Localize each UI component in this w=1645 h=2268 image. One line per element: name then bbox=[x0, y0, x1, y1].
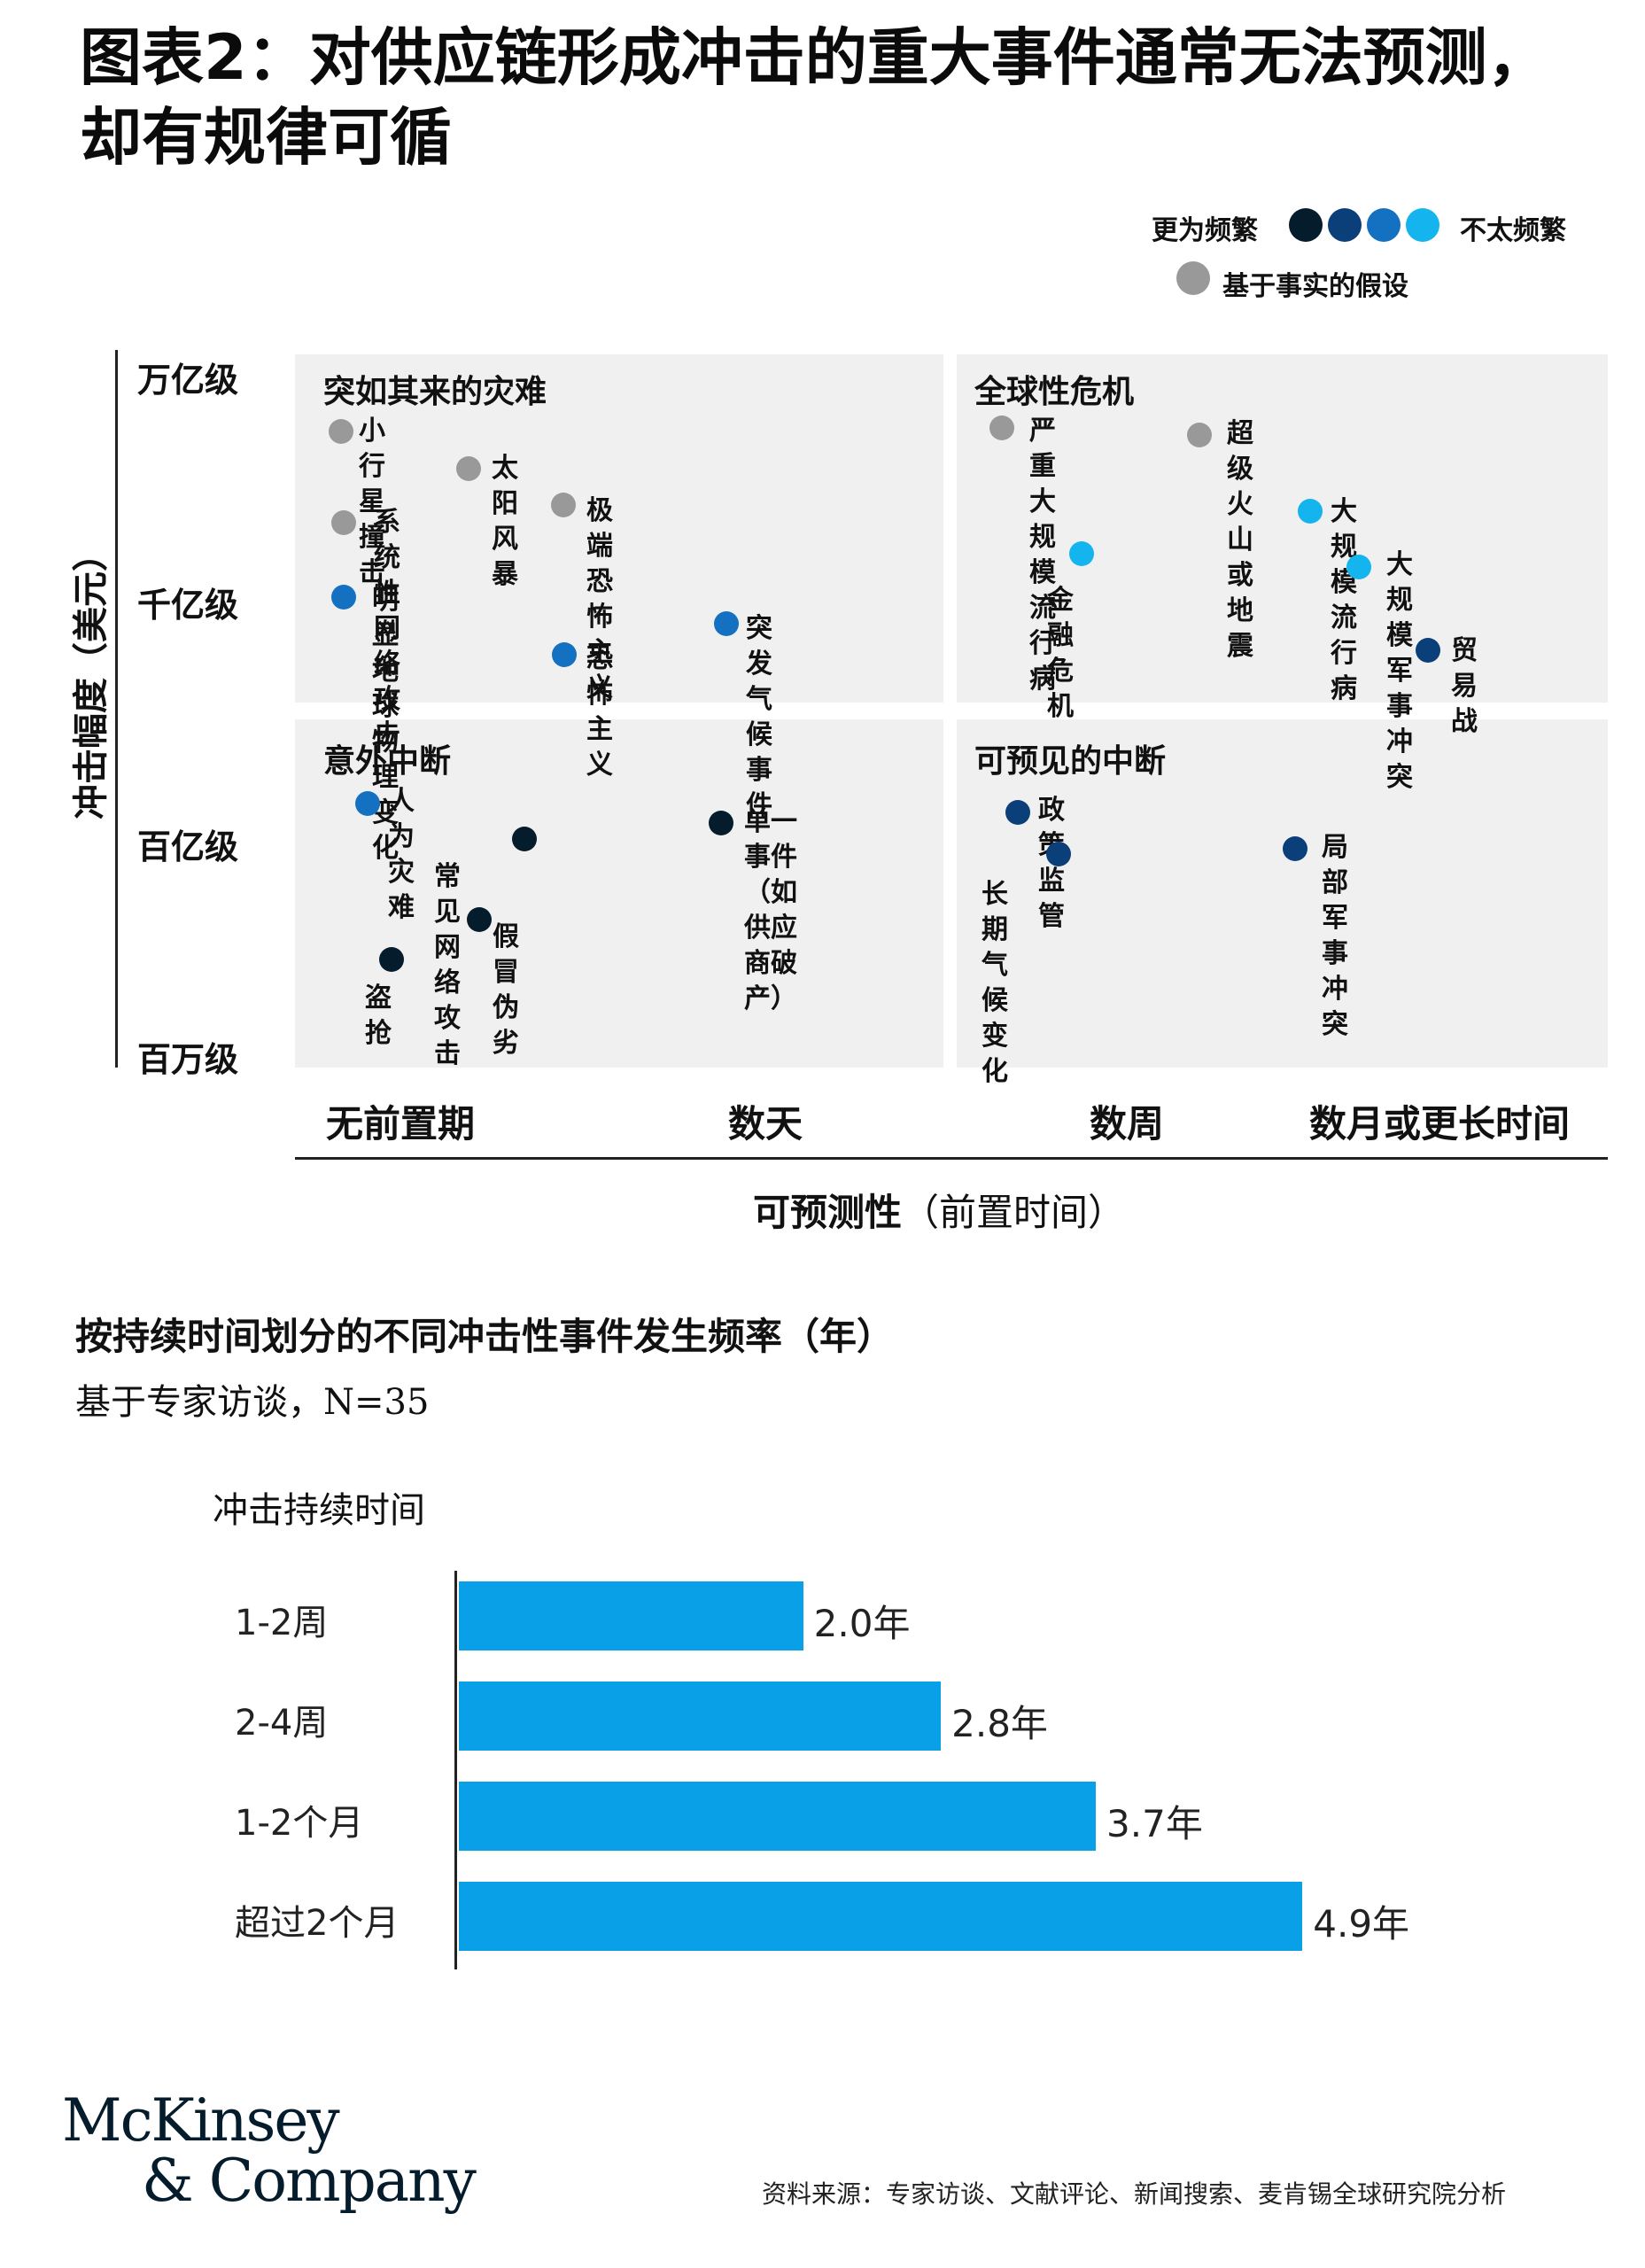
event-dot bbox=[512, 827, 537, 851]
event-dot bbox=[709, 811, 733, 835]
panel-title-unexpected-disruptions: 意外中断 bbox=[323, 743, 452, 780]
y-tick-trillion: 万亿级 bbox=[137, 360, 239, 400]
event-label-extreme-terrorism: 极端恐怖主义 bbox=[586, 495, 613, 703]
event-dot bbox=[714, 611, 739, 636]
x-axis-label: 可预测性（前置时间） bbox=[753, 1183, 1125, 1237]
legend-dot-level1 bbox=[1289, 208, 1323, 242]
legend-counterfactual: 基于事实的假设 bbox=[1222, 271, 1408, 302]
event-dot bbox=[331, 585, 356, 610]
bar-value-label: 2.8年 bbox=[951, 1702, 1048, 1745]
legend-less-frequent: 不太频繁 bbox=[1460, 215, 1566, 246]
x-tick-no-lead-time: 无前置期 bbox=[326, 1102, 476, 1146]
event-label-climate-change: 长期气候变化 bbox=[982, 879, 1008, 1087]
event-dot bbox=[331, 510, 356, 535]
event-label-solar-storm: 太阳风暴 bbox=[492, 453, 518, 590]
event-dot bbox=[1005, 800, 1030, 825]
event-label-single-event: 单一事件（如 供应商破产） bbox=[744, 806, 797, 1014]
event-dot bbox=[1416, 638, 1440, 663]
event-label-manmade-disaster: 人为灾难 bbox=[388, 786, 415, 923]
y-tick-million: 百万级 bbox=[137, 1039, 239, 1079]
event-label-systemic-cyber: 系统性网络 攻击 bbox=[374, 507, 400, 750]
legend-dot-counterfactual bbox=[1176, 261, 1210, 295]
legend-dot-level3 bbox=[1367, 208, 1401, 242]
panel-global-crises bbox=[957, 354, 1608, 703]
event-dot bbox=[1346, 555, 1371, 579]
bar-category-label: 2-4周 bbox=[235, 1703, 329, 1744]
panel-sudden-catastrophes bbox=[295, 354, 943, 703]
event-label-pandemic: 大规模流行病 bbox=[1331, 496, 1357, 704]
event-label-terrorism: 恐怖主义 bbox=[586, 643, 613, 781]
event-label-financial-crisis: 金融危机 bbox=[1047, 585, 1074, 722]
event-label-counterfeit: 假冒伪劣 bbox=[493, 921, 519, 1059]
event-dot bbox=[355, 791, 380, 816]
event-dot bbox=[329, 419, 353, 444]
event-label-military-conflict: 大规模军事冲突 bbox=[1386, 549, 1413, 793]
logo-line1: McKinsey bbox=[62, 2086, 340, 2155]
event-label-common-cyber: 常见网络攻击 bbox=[434, 861, 461, 1069]
x-axis-line bbox=[295, 1157, 1608, 1160]
event-label-trade-war: 贸易战 bbox=[1451, 635, 1478, 737]
event-label-geophysical: 明显地球物理变化 bbox=[372, 585, 399, 864]
bar bbox=[459, 1581, 803, 1651]
mckinsey-logo: McKinsey & Company bbox=[62, 2086, 477, 2215]
event-dot bbox=[552, 642, 577, 667]
bar-chart-axis-line bbox=[454, 1571, 457, 1969]
y-tick-ten-billion: 百亿级 bbox=[137, 827, 239, 866]
bar bbox=[459, 1882, 1303, 1951]
page-title: 图表2：对供应链形成冲击的重大事件通常无法预测，却有规律可循 bbox=[80, 21, 1549, 174]
event-dot bbox=[1283, 836, 1307, 861]
event-dot bbox=[467, 907, 492, 932]
event-label-acute-climate: 突发气候事件 bbox=[746, 613, 772, 821]
event-dot bbox=[1069, 541, 1094, 566]
event-dot bbox=[379, 947, 404, 972]
logo-line2: & Company bbox=[142, 2147, 477, 2215]
bar-value-label: 2.0年 bbox=[813, 1602, 911, 1645]
y-axis-label: 冲击幅度（美元） bbox=[70, 536, 112, 819]
x-axis-label-bold: 可预测性 bbox=[753, 1191, 903, 1234]
y-tick-hundred-billion: 千亿级 bbox=[137, 585, 239, 625]
event-label-asteroid: 小行星撞击 bbox=[359, 416, 385, 588]
panel-title-global-crises: 全球性危机 bbox=[974, 374, 1135, 410]
x-axis-label-rest: （前置时间） bbox=[902, 1191, 1126, 1234]
y-axis-line bbox=[115, 350, 118, 1068]
bar bbox=[459, 1782, 1097, 1851]
event-label-severe-pandemic: 严重大规 模流行病 bbox=[1029, 416, 1056, 695]
bar-value-label: 3.7年 bbox=[1106, 1802, 1203, 1845]
event-dot bbox=[1046, 842, 1071, 866]
bar-value-label: 4.9年 bbox=[1313, 1902, 1410, 1946]
panel-title-sudden-catastrophes: 突如其来的灾难 bbox=[323, 374, 547, 410]
bar-chart-subtitle: 基于专家访谈，N=35 bbox=[75, 1382, 430, 1423]
event-label-supervolcano: 超级火山或地震 bbox=[1227, 418, 1253, 662]
bar-category-label: 1-2周 bbox=[235, 1603, 329, 1643]
panel-foreseeable-disruptions bbox=[957, 719, 1608, 1068]
legend-dot-level4 bbox=[1406, 208, 1439, 242]
bar-category-label: 超过2个月 bbox=[235, 1903, 400, 1944]
panel-title-foreseeable-disruptions: 可预见的中断 bbox=[974, 743, 1167, 780]
bar bbox=[459, 1682, 942, 1751]
legend-dot-level2 bbox=[1328, 208, 1362, 242]
x-tick-days: 数天 bbox=[728, 1102, 803, 1146]
legend-more-frequent: 更为频繁 bbox=[1152, 215, 1258, 246]
panel-unexpected-disruptions bbox=[295, 719, 943, 1068]
x-tick-weeks: 数周 bbox=[1090, 1102, 1165, 1146]
bar-category-label: 1-2个月 bbox=[235, 1803, 364, 1844]
bar-chart-ylabel: 冲击持续时间 bbox=[213, 1490, 425, 1531]
event-dot bbox=[989, 416, 1014, 440]
bar-chart-title: 按持续时间划分的不同冲击性事件发生频率（年） bbox=[75, 1315, 895, 1358]
source-note: 资料来源：专家访谈、文献评论、新闻搜索、麦肯锡全球研究院分析 bbox=[762, 2179, 1507, 2209]
event-dot bbox=[456, 456, 481, 481]
event-dot bbox=[551, 493, 576, 517]
event-label-theft: 盗抢 bbox=[365, 983, 392, 1049]
x-tick-months: 数月或更长时间 bbox=[1309, 1102, 1571, 1146]
event-label-local-conflict: 局部军事冲突 bbox=[1322, 832, 1348, 1040]
event-dot bbox=[1298, 499, 1323, 524]
event-dot bbox=[1187, 423, 1212, 447]
